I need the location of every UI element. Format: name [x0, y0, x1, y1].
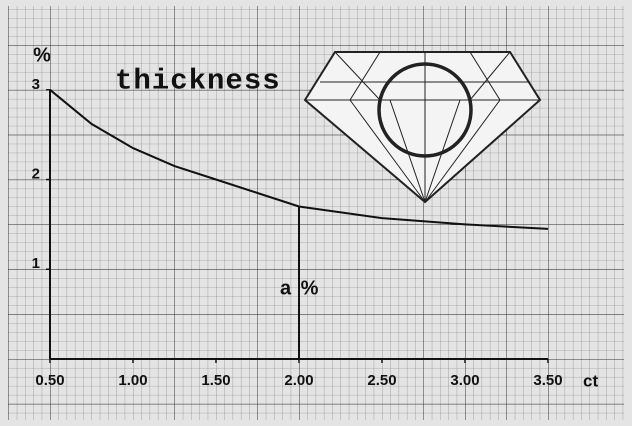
x-tick-label: 2.50	[367, 372, 396, 389]
x-tick-label: 2.00	[284, 372, 313, 389]
y-tick-label: 2	[32, 166, 40, 183]
x-axis-label: ct	[583, 371, 598, 390]
x-tick-label: 0.50	[35, 372, 64, 389]
graph-paper-major	[8, 6, 624, 420]
marker-label: a %	[280, 277, 319, 299]
x-tick-label: 1.00	[118, 372, 147, 389]
y-tick-label: 3	[32, 76, 40, 93]
chart-title: thickness	[115, 65, 281, 98]
y-axis-label: %	[33, 44, 51, 66]
x-tick-label: 1.50	[201, 372, 230, 389]
x-tick-label: 3.50	[533, 372, 562, 389]
x-tick-label: 3.00	[450, 372, 479, 389]
chart: thickness % ct 0.50 1.00 1.50 2.00 2.50 3.00 3…	[0, 0, 632, 426]
y-tick-label: 1	[32, 255, 40, 272]
